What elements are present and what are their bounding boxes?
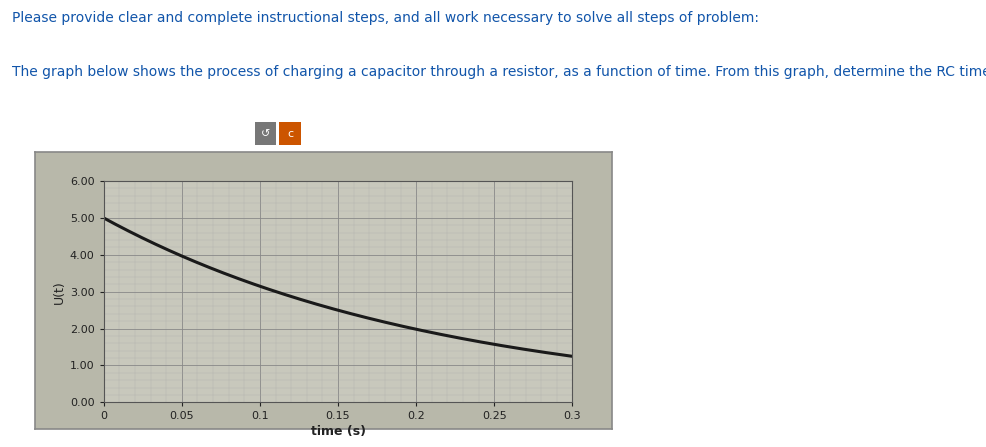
Ellipse shape [444, 246, 571, 324]
X-axis label: time (s): time (s) [311, 426, 365, 439]
Text: ↺: ↺ [260, 129, 270, 139]
Y-axis label: U(t): U(t) [52, 280, 66, 304]
Text: Please provide clear and complete instructional steps, and all work necessary to: Please provide clear and complete instru… [12, 11, 758, 25]
Text: The graph below shows the process of charging a capacitor through a resistor, as: The graph below shows the process of cha… [12, 65, 986, 79]
Text: c: c [287, 129, 293, 139]
